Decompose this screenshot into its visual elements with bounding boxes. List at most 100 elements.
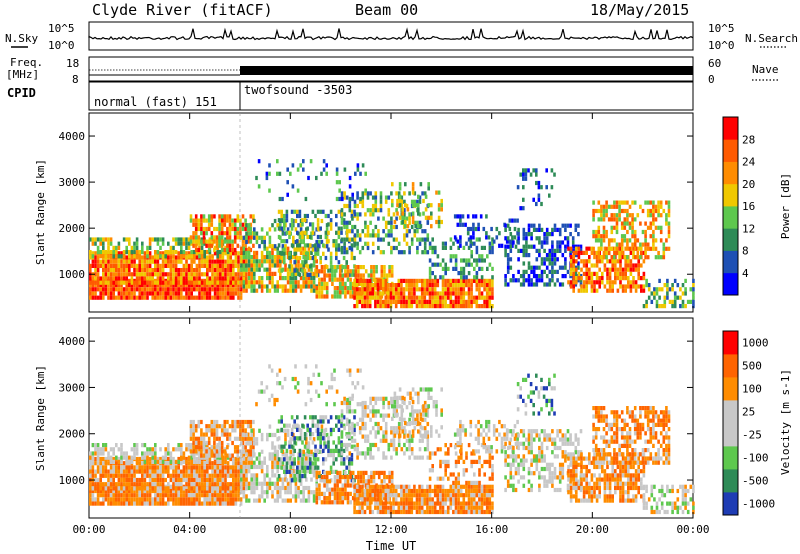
velocity-cell (133, 465, 136, 470)
power-cell (180, 237, 183, 242)
velocity-cell (236, 419, 240, 425)
velocity-cell (112, 451, 115, 456)
velocity-cell (208, 497, 212, 502)
power-cell (470, 299, 473, 304)
power-cell (318, 269, 321, 274)
velocity-cell (167, 469, 170, 474)
velocity-cell (284, 441, 287, 446)
power-cell (301, 260, 304, 265)
power-cell (475, 262, 479, 267)
velocity-cell (234, 456, 238, 462)
power-cell (605, 204, 608, 209)
power-cell (195, 283, 199, 288)
power-cell (558, 244, 562, 249)
velocity-cell (213, 493, 217, 498)
power-cell (543, 240, 546, 245)
velocity-cell (115, 465, 118, 470)
power-cell (434, 250, 437, 255)
velocity-cell (232, 477, 235, 483)
power-cell (351, 281, 355, 286)
power-cell (404, 203, 407, 208)
power-cell (333, 273, 337, 278)
power-cell (684, 291, 687, 296)
power-cell (437, 224, 441, 229)
velocity-cell (255, 464, 259, 470)
velocity-cell (120, 443, 123, 448)
velocity-cell (96, 497, 100, 502)
velocity-cell (99, 473, 102, 478)
power-cell (535, 201, 538, 207)
power-cell (610, 225, 614, 230)
power-cell (220, 247, 224, 253)
power-cell (401, 219, 404, 225)
velocity-cell (148, 493, 152, 498)
velocity-cell (293, 448, 296, 453)
velocity-cell (94, 501, 97, 506)
power-cell (232, 295, 235, 300)
power-cell (517, 278, 520, 283)
velocity-cell (112, 501, 115, 506)
power-cell (320, 269, 324, 274)
velocity-cell (276, 477, 279, 482)
velocity-cell (320, 449, 324, 454)
velocity-cell (285, 461, 289, 466)
power-cell (659, 200, 663, 205)
velocity-cell (312, 473, 316, 478)
power-cell (283, 226, 286, 231)
velocity-cell (141, 443, 144, 448)
velocity-cell (133, 447, 136, 452)
power-cell (446, 295, 450, 300)
power-cell (371, 283, 375, 288)
power-cell (431, 262, 434, 267)
power-cell (551, 244, 554, 249)
power-cell (631, 229, 634, 235)
power-cell (91, 295, 95, 300)
power-cell (597, 229, 601, 235)
velocity-cell (273, 498, 277, 503)
power-cell (311, 222, 315, 227)
power-cell (258, 259, 261, 264)
power-cell (491, 275, 494, 280)
velocity-cell (200, 493, 204, 498)
velocity-cell (255, 441, 259, 446)
power-cell (117, 276, 121, 281)
power-cell (224, 251, 227, 256)
power-cell (417, 211, 420, 216)
velocity-cell (187, 455, 191, 460)
power-cell (618, 255, 621, 260)
power-cell (325, 273, 329, 278)
power-cell (301, 222, 304, 227)
power-cell (242, 246, 246, 251)
velocity-cell (193, 486, 196, 491)
power-cell (403, 191, 406, 196)
power-cell (602, 208, 606, 214)
velocity-cell (233, 419, 237, 425)
velocity-cell (102, 461, 105, 466)
power-cell (640, 263, 643, 268)
velocity-cell (260, 494, 264, 499)
power-cell (172, 295, 175, 300)
power-cell (112, 295, 115, 300)
power-cell (532, 168, 535, 173)
power-cell (280, 239, 283, 244)
velocity-cell (112, 482, 115, 487)
velocity-cell (216, 477, 219, 483)
velocity-cell (314, 444, 317, 449)
power-cell (344, 265, 347, 270)
velocity-cell (319, 440, 322, 445)
power-cell (485, 299, 489, 304)
power-cell (89, 280, 92, 285)
power-cell (392, 245, 396, 251)
velocity-cell (224, 465, 227, 470)
velocity-cell (218, 440, 221, 446)
velocity-cell (226, 445, 229, 450)
power-cell (353, 278, 356, 283)
power-cell (336, 277, 339, 282)
power-cell (522, 269, 526, 274)
power-cell (426, 299, 429, 304)
velocity-cell (125, 473, 128, 478)
power-cell (291, 163, 295, 168)
power-cell (420, 283, 424, 288)
power-cell (241, 222, 245, 227)
